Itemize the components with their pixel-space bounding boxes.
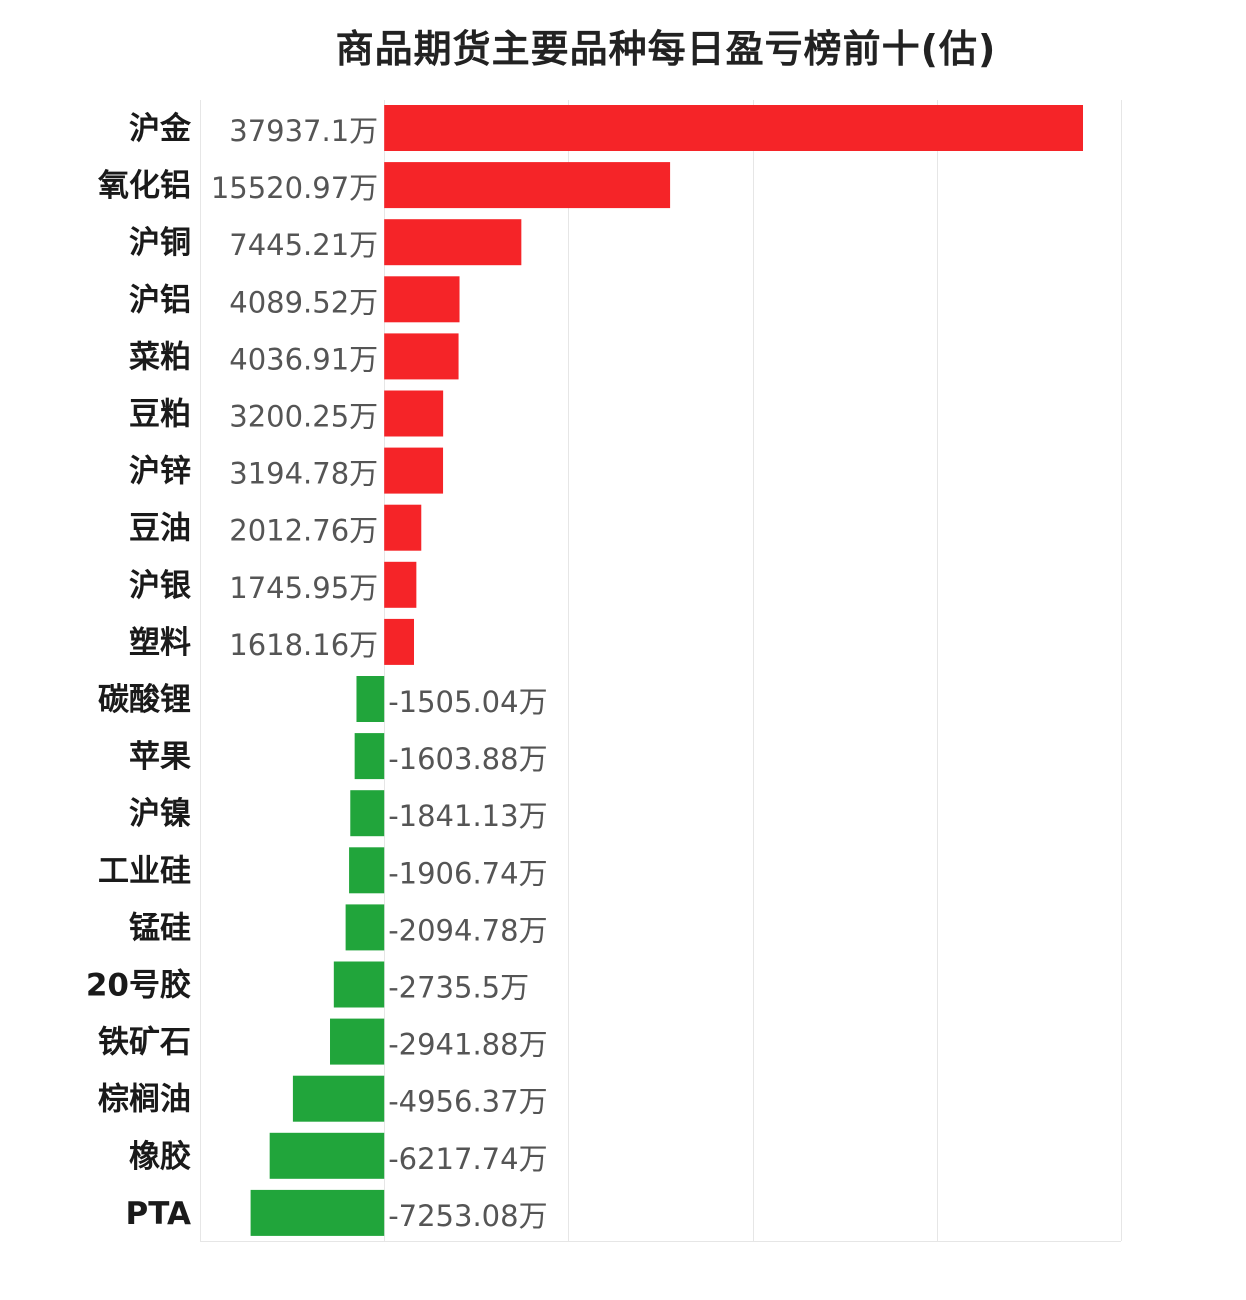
value-label: -1841.13万 xyxy=(388,799,547,833)
value-label: 3194.78万 xyxy=(229,457,378,491)
category-label: 苹果 xyxy=(129,739,191,775)
value-label: 37937.1万 xyxy=(229,114,378,148)
value-label: 4089.52万 xyxy=(229,285,378,319)
bar xyxy=(384,447,444,494)
bar xyxy=(350,790,385,837)
value-label: -2735.5万 xyxy=(388,971,529,1005)
category-label: 碳酸锂 xyxy=(98,682,191,718)
category-label: 棕榈油 xyxy=(98,1082,191,1118)
category-label: 塑料 xyxy=(129,625,191,661)
value-label: 15520.97万 xyxy=(211,171,378,205)
bars xyxy=(250,105,1084,1236)
category-label: 沪镍 xyxy=(129,796,191,832)
value-label: -7253.08万 xyxy=(388,1199,547,1233)
value-label: -6217.74万 xyxy=(388,1142,547,1176)
category-label: 沪金 xyxy=(129,111,192,147)
value-label: -1906.74万 xyxy=(388,856,547,890)
bar xyxy=(384,162,671,209)
category-label: 沪铜 xyxy=(129,225,191,261)
value-label: 1745.95万 xyxy=(229,571,378,605)
bar xyxy=(384,333,459,380)
grid-lines xyxy=(200,100,1122,1242)
bar xyxy=(330,1018,385,1065)
value-label: -2941.88万 xyxy=(388,1028,547,1062)
bar xyxy=(384,390,444,437)
value-label: -2094.78万 xyxy=(388,913,547,947)
value-label: 1618.16万 xyxy=(229,628,378,662)
value-label: -1505.04万 xyxy=(388,685,547,719)
category-label: PTA xyxy=(126,1196,191,1232)
bar xyxy=(384,504,422,551)
bar xyxy=(349,847,385,894)
bar xyxy=(356,676,385,722)
bar xyxy=(384,618,415,665)
category-label: 20号胶 xyxy=(86,968,191,1004)
category-label: 沪铝 xyxy=(129,282,191,318)
bar xyxy=(384,105,1084,151)
value-label: -4956.37万 xyxy=(388,1085,547,1119)
bar xyxy=(292,1075,385,1122)
bar xyxy=(384,561,417,608)
value-label: 2012.76万 xyxy=(229,514,378,548)
bar xyxy=(354,733,385,780)
value-label: 4036.91万 xyxy=(229,342,378,376)
category-label: 铁矿石 xyxy=(98,1025,191,1061)
bar xyxy=(384,276,460,323)
category-label: 豆粕 xyxy=(129,397,191,433)
chart-title: 商品期货主要品种每日盈亏榜前十(估) xyxy=(335,27,997,71)
value-label: -1603.88万 xyxy=(388,742,547,776)
bar xyxy=(345,904,385,951)
category-label: 橡胶 xyxy=(129,1139,191,1175)
bar xyxy=(333,961,385,1008)
category-label: 菜粕 xyxy=(129,339,191,375)
bar xyxy=(269,1132,385,1179)
value-label: 7445.21万 xyxy=(229,228,378,262)
category-label: 锰硅 xyxy=(129,910,191,946)
category-label: 氧化铝 xyxy=(98,168,191,204)
value-label: 3200.25万 xyxy=(229,400,378,434)
category-label: 工业硅 xyxy=(98,853,191,889)
category-label: 豆油 xyxy=(129,511,191,547)
category-label: 沪银 xyxy=(129,568,191,604)
bar xyxy=(384,219,522,266)
bar xyxy=(250,1189,385,1236)
category-label: 沪锌 xyxy=(129,454,191,490)
